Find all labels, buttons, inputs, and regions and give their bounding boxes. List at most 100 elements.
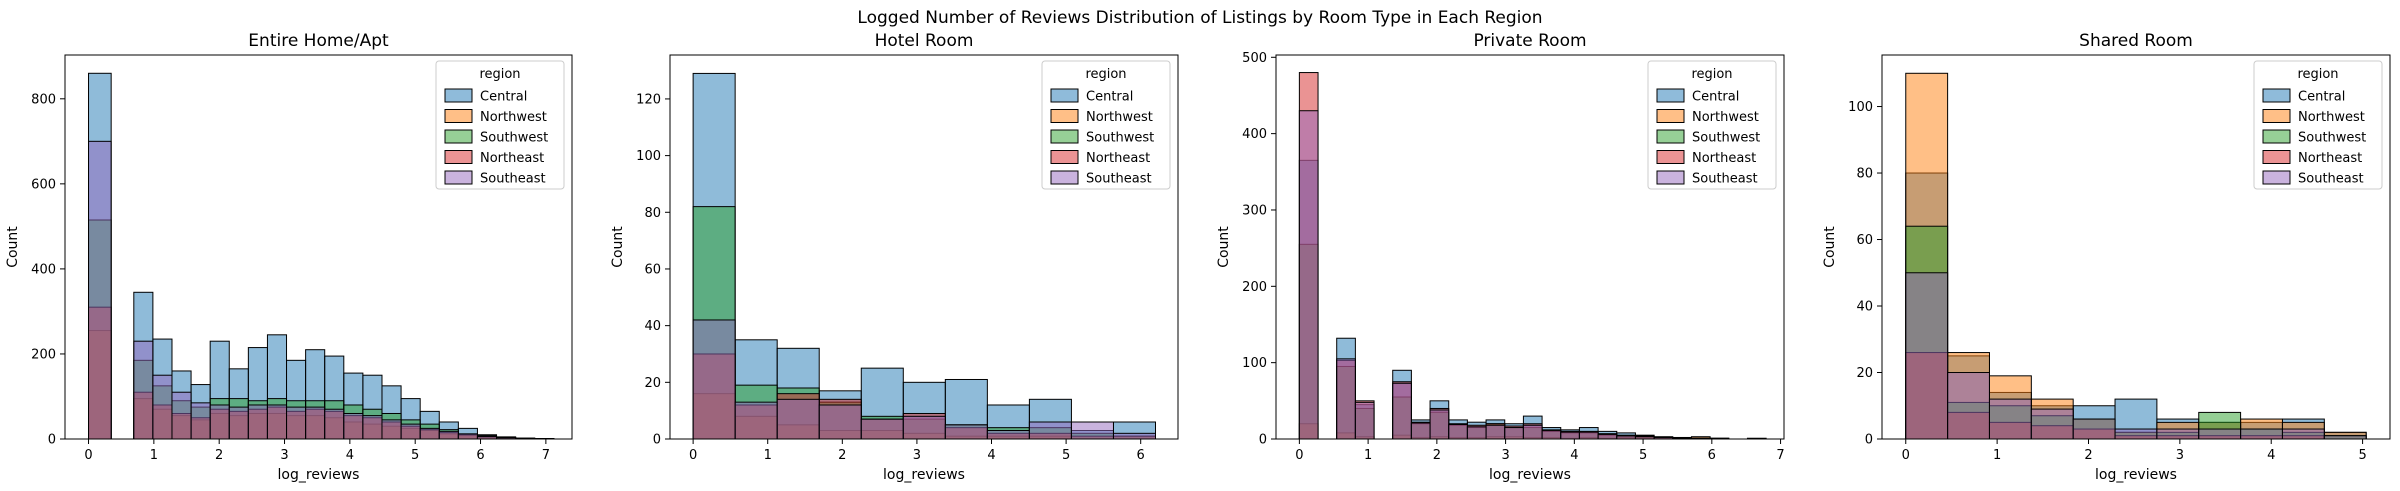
bar [1466,426,1487,440]
legend-label-northeast: Northeast [1086,151,1150,166]
bar [419,427,440,440]
bar [190,402,211,440]
y-axis-label: Count [610,226,626,268]
legend-label-southwest: Southwest [1086,131,1154,146]
legend-label-central: Central [2298,90,2345,105]
legend-swatch-northeast [1656,150,1685,164]
legend-swatch-southwest [2262,129,2291,144]
bar [1504,427,1524,440]
legend-swatch-southeast [1656,170,1685,185]
legend-label-central: Central [1692,90,1739,105]
bar [1112,432,1156,440]
x-tick-label: 1 [1993,448,2001,463]
figure-title: Logged Number of Reviews Distribution of… [857,8,1542,28]
bar [1070,421,1114,440]
y-tick-label: 60 [644,262,661,277]
x-tick-label: 3 [280,448,288,463]
legend: region Central Northwest Southwest Northeast… [2253,60,2383,190]
axes-frame [1881,54,2391,440]
series-southeast [1298,110,1692,440]
x-tick-label: 2 [838,448,846,463]
panel-title: Shared Room [2079,31,2193,51]
legend-swatch-southeast [1050,170,1079,185]
bar [1905,272,1949,440]
legend: region Central Northwest Southwest Northeast… [435,60,565,190]
bar [305,406,326,440]
y-tick-label: 800 [31,92,56,107]
legend-swatch-northwest [2262,109,2291,123]
bar [1578,431,1599,440]
y-tick-label: 0 [1865,433,1873,448]
y-axis-label: Count [1216,226,1232,268]
series-southeast [88,140,555,440]
bar [381,419,402,440]
legend-label-northeast: Northeast [2298,151,2362,166]
series-southeast [1905,272,2367,440]
bar [133,340,154,440]
x-tick-label: 5 [411,448,419,463]
legend-label-northeast: Northeast [480,151,544,166]
bar [1028,421,1072,440]
y-tick-label: 120 [636,92,661,107]
y-tick-label: 0 [48,433,56,448]
panel-title: Entire Home/Apt [248,31,389,51]
y-tick-label: 200 [1242,280,1267,295]
panel-3: 0 1 2 3 4 5 6 7 0 100 200 300 400 500 Private Room log_… [1216,31,1785,483]
panel-1: 0 1 2 3 4 5 6 7 0 200 400 600 800 Entire Home/Apt log_… [5,31,573,483]
bar [2072,418,2116,440]
legend-label-northwest: Northwest [480,110,547,125]
legend-title: region [1691,67,1732,82]
bar [1410,422,1431,440]
legend-label-northwest: Northwest [2298,110,2365,125]
legend-swatch-central [2262,88,2291,103]
y-tick-label: 400 [1242,127,1267,142]
bar [152,374,173,440]
x-tick-label: 1 [1364,448,1372,463]
legend-label-southeast: Southeast [1692,172,1758,187]
y-axis-label: Count [1822,226,1838,268]
legend-label-northwest: Northwest [1692,110,1759,125]
bar [362,415,383,440]
y-tick-label: 500 [1242,51,1267,66]
panel-title: Private Room [1473,31,1586,51]
bar [1392,382,1412,440]
legend-swatch-northeast [2262,150,2291,164]
x-axis-label: log_reviews [278,467,360,483]
x-tick-label: 5 [2358,448,2366,463]
x-tick-label: 0 [1902,448,1910,463]
bar [2114,428,2158,440]
bar [986,430,1030,440]
legend-label-northwest: Northwest [1086,110,1153,125]
bar [1298,110,1319,440]
legend-label-southwest: Southwest [1692,131,1760,146]
legend-title: region [2297,67,2338,82]
legend: region Central Northwest Southwest Northeast… [1647,60,1777,190]
bar [171,391,192,440]
y-tick-label: 0 [653,433,661,448]
x-tick-label: 4 [346,448,354,463]
bar [776,398,820,440]
bar [860,418,904,440]
y-tick-label: 100 [1242,356,1267,371]
x-tick-label: 6 [1137,448,1145,463]
legend-swatch-southwest [444,129,473,144]
legend-label-central: Central [480,90,527,105]
panel-4: 0 1 2 3 4 5 0 20 40 60 80 100 Shared Room log_reviews… [1822,31,2391,483]
legend-label-northeast: Northeast [1692,151,1756,166]
bar [1541,430,1562,440]
bar [1988,398,2032,440]
bar [1354,401,1375,440]
y-tick-label: 80 [644,206,661,221]
y-tick-label: 200 [31,347,56,362]
legend-label-southeast: Southeast [2298,172,2364,187]
axes-frame [669,54,1179,440]
y-tick-label: 100 [1848,100,1873,115]
y-tick-label: 20 [644,376,661,391]
panel-title: Hotel Room [875,31,974,51]
x-tick-label: 1 [764,448,772,463]
legend-swatch-northeast [1050,150,1079,164]
bar [2198,428,2242,440]
legend-title: region [479,67,520,82]
